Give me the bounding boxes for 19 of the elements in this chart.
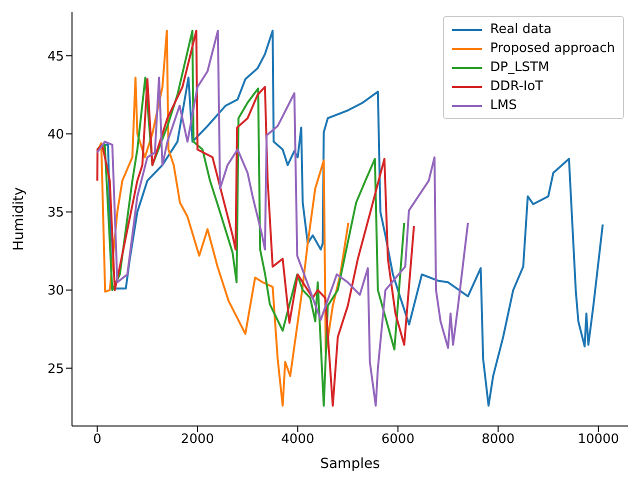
y-axis-title: Humidity bbox=[10, 187, 27, 251]
x-tick-label: 8000 bbox=[482, 432, 515, 448]
legend-label: Real data bbox=[490, 21, 552, 39]
legend-label: LMS bbox=[490, 97, 517, 115]
y-tick-label: 45 bbox=[47, 49, 64, 64]
legend-label: Proposed approach bbox=[490, 40, 615, 58]
legend-label: DDR-IoT bbox=[490, 78, 544, 96]
x-tick-label: 6000 bbox=[381, 432, 414, 448]
x-tick-label: 4000 bbox=[281, 432, 314, 448]
y-tick-label: 35 bbox=[47, 206, 64, 221]
x-tick-label: 0 bbox=[93, 432, 102, 448]
legend-label: DP_LSTM bbox=[490, 59, 550, 77]
x-tick-label: 2000 bbox=[180, 432, 214, 448]
x-axis-title: Samples bbox=[320, 456, 380, 472]
y-tick-label: 40 bbox=[47, 127, 64, 142]
x-tick-label: 10000 bbox=[578, 432, 620, 448]
line-series bbox=[96, 30, 350, 407]
y-tick-label: 25 bbox=[47, 362, 64, 377]
y-tick-label: 30 bbox=[47, 284, 64, 299]
